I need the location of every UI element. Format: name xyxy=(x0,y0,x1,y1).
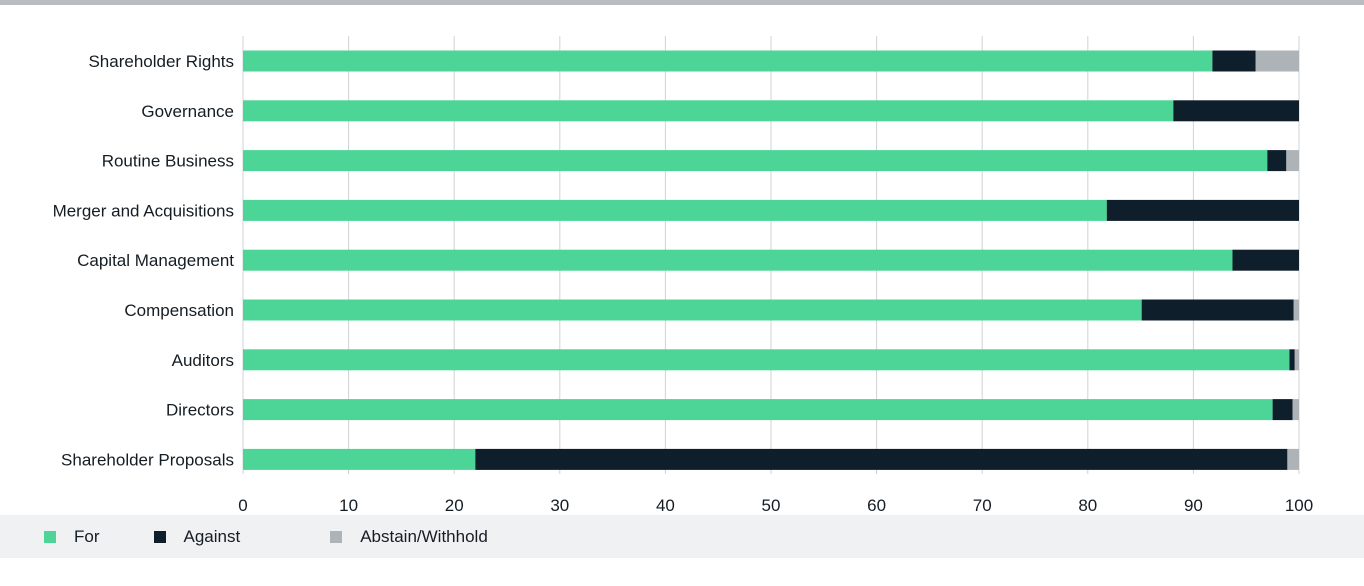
category-label-auditors: Auditors xyxy=(172,351,234,370)
bar-governance-for xyxy=(243,100,1173,121)
bar-merger-and-acquisitions-against xyxy=(1107,200,1299,221)
x-tick-label-30: 30 xyxy=(550,496,569,515)
x-tick-label-0: 0 xyxy=(238,496,247,515)
bar-routine-business-abstain-withhold xyxy=(1286,150,1299,171)
bar-directors-for xyxy=(243,399,1273,420)
bars xyxy=(243,51,1299,470)
bar-routine-business-for xyxy=(243,150,1267,171)
category-label-shareholder-proposals: Shareholder Proposals xyxy=(61,450,234,469)
bar-compensation-against xyxy=(1142,300,1294,321)
bar-shareholder-proposals-abstain-withhold xyxy=(1287,449,1299,470)
bar-capital-management-for xyxy=(243,250,1232,271)
bar-shareholder-rights-for xyxy=(243,51,1212,72)
legend-swatch-for xyxy=(44,531,56,543)
legend-swatch-abstain-withhold xyxy=(330,531,342,543)
x-tick-label-10: 10 xyxy=(339,496,358,515)
bar-directors-against xyxy=(1273,399,1293,420)
legend-item-for: For xyxy=(44,527,100,547)
bar-compensation-for xyxy=(243,300,1142,321)
bar-auditors-against xyxy=(1289,349,1294,370)
x-tick-label-20: 20 xyxy=(445,496,464,515)
bar-capital-management-against xyxy=(1232,250,1299,271)
category-labels: Shareholder Rights Governance Routine Busi… xyxy=(53,52,235,469)
category-label-directors: Directors xyxy=(166,401,234,420)
bar-shareholder-proposals-against xyxy=(475,449,1287,470)
category-label-shareholder-rights: Shareholder Rights xyxy=(88,52,234,71)
bar-auditors-abstain-withhold xyxy=(1295,349,1299,370)
x-tick-label-40: 40 xyxy=(656,496,675,515)
legend-label-against: Against xyxy=(184,527,241,547)
legend: For Against Abstain/Withhold xyxy=(0,515,1364,558)
category-label-governance: Governance xyxy=(141,102,234,121)
x-tick-label-70: 70 xyxy=(973,496,992,515)
bar-compensation-abstain-withhold xyxy=(1294,300,1299,321)
legend-label-for: For xyxy=(74,527,100,547)
x-tick-label-90: 90 xyxy=(1184,496,1203,515)
x-tick-label-50: 50 xyxy=(762,496,781,515)
bar-directors-abstain-withhold xyxy=(1293,399,1299,420)
bar-shareholder-rights-against xyxy=(1212,51,1255,72)
category-label-merger-and-acquisitions: Merger and Acquisitions xyxy=(53,201,234,220)
x-tick-labels: 0 10 20 30 40 50 60 70 80 90 100 xyxy=(238,496,1313,515)
legend-label-abstain-withhold: Abstain/Withhold xyxy=(360,527,488,547)
category-label-compensation: Compensation xyxy=(124,301,234,320)
bar-shareholder-proposals-for xyxy=(243,449,475,470)
category-label-routine-business: Routine Business xyxy=(102,152,234,171)
x-tick-label-100: 100 xyxy=(1285,496,1313,515)
bar-governance-against xyxy=(1173,100,1299,121)
x-tick-label-80: 80 xyxy=(1078,496,1097,515)
legend-item-abstain-withhold: Abstain/Withhold xyxy=(330,527,488,547)
legend-swatch-against xyxy=(154,531,166,543)
category-label-capital-management: Capital Management xyxy=(77,251,234,270)
bar-merger-and-acquisitions-for xyxy=(243,200,1107,221)
bar-auditors-for xyxy=(243,349,1289,370)
legend-item-against: Against xyxy=(154,527,241,547)
bar-shareholder-rights-abstain-withhold xyxy=(1256,51,1299,72)
x-tick-label-60: 60 xyxy=(867,496,886,515)
bar-routine-business-against xyxy=(1267,150,1286,171)
